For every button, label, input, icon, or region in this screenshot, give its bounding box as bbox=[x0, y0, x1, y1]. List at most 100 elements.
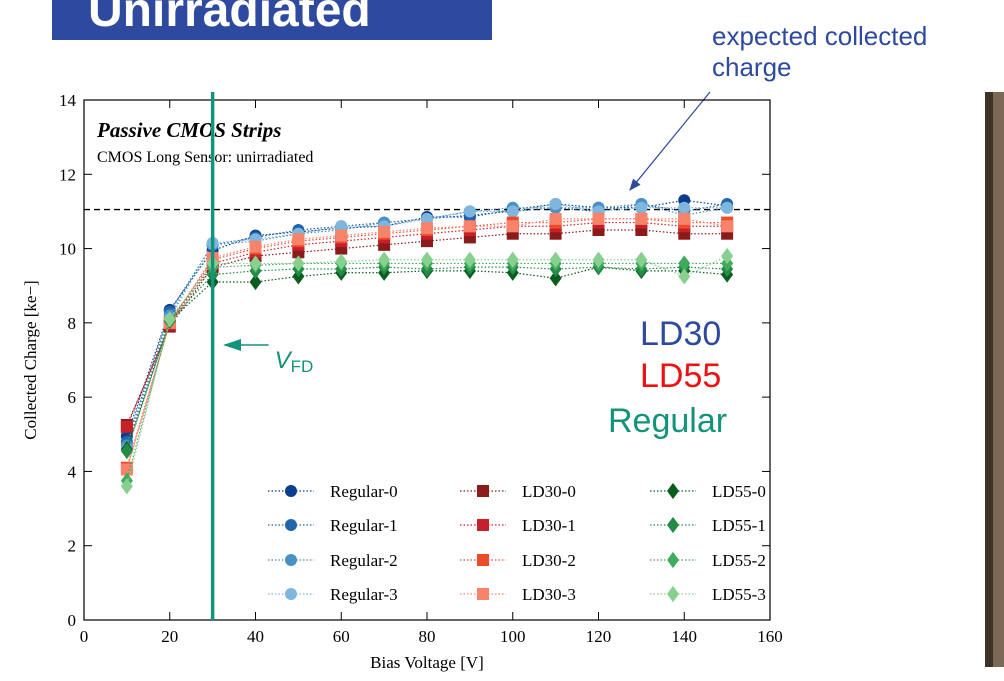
annotation-line: charge bbox=[712, 52, 792, 82]
data-point bbox=[421, 222, 433, 235]
legend-label: LD55-2 bbox=[712, 551, 766, 570]
data-point bbox=[635, 212, 648, 225]
legend-marker bbox=[667, 482, 679, 500]
legend-marker bbox=[477, 554, 489, 566]
legend-label: LD55-3 bbox=[712, 585, 766, 604]
chart-title: Passive CMOS Strips bbox=[96, 118, 281, 142]
data-point bbox=[292, 255, 305, 272]
data-point bbox=[506, 251, 519, 268]
data-point bbox=[678, 255, 691, 272]
series-line bbox=[126, 266, 728, 452]
legend-label: LD30-0 bbox=[522, 482, 576, 501]
y-tick-label: 2 bbox=[68, 537, 77, 556]
legend-marker bbox=[285, 485, 297, 497]
series-line bbox=[126, 221, 728, 428]
series-line bbox=[126, 262, 728, 481]
y-tick-label: 4 bbox=[68, 462, 77, 481]
vfd-sub: FD bbox=[291, 357, 314, 376]
data-point bbox=[549, 251, 562, 268]
chart-subtitle: CMOS Long Sensor: unirradiated bbox=[97, 149, 313, 166]
legend-marker bbox=[477, 485, 489, 497]
legend-marker bbox=[667, 551, 679, 569]
legend-label: LD30-2 bbox=[522, 551, 576, 570]
x-tick-label: 0 bbox=[80, 627, 89, 646]
data-point bbox=[292, 233, 305, 246]
x-tick-label: 40 bbox=[247, 627, 264, 646]
data-point bbox=[249, 273, 262, 291]
data-point bbox=[678, 201, 691, 214]
x-tick-label: 80 bbox=[419, 627, 436, 646]
y-axis-label: Collected Charge [ke−] bbox=[21, 280, 40, 439]
data-point bbox=[120, 442, 133, 460]
annotation-line: expected collected bbox=[712, 21, 927, 51]
data-point bbox=[678, 268, 691, 285]
data-point bbox=[549, 270, 562, 287]
data-point bbox=[378, 251, 391, 268]
annotation-arrow bbox=[629, 91, 711, 191]
series-line bbox=[126, 203, 728, 450]
x-tick-label: 140 bbox=[672, 627, 698, 646]
data-point bbox=[506, 220, 519, 233]
data-point bbox=[463, 220, 476, 233]
legend-label: LD55-0 bbox=[712, 482, 766, 501]
x-tick-label: 60 bbox=[333, 627, 350, 646]
legend-label: Regular-0 bbox=[330, 482, 398, 501]
data-point bbox=[592, 212, 605, 225]
y-tick-label: 12 bbox=[59, 165, 76, 184]
group-label: LD55 bbox=[640, 357, 721, 395]
legend-marker bbox=[667, 516, 679, 534]
header-title: Unirradiated bbox=[88, 0, 371, 37]
data-point bbox=[721, 201, 734, 214]
group-label: LD30 bbox=[640, 315, 721, 353]
data-point bbox=[249, 240, 262, 253]
data-point bbox=[335, 229, 348, 242]
x-tick-label: 160 bbox=[757, 627, 783, 646]
legend-label: LD30-3 bbox=[522, 585, 576, 604]
data-point bbox=[549, 212, 562, 225]
data-point bbox=[592, 251, 605, 268]
data-point bbox=[378, 225, 391, 238]
data-point bbox=[335, 220, 348, 233]
data-point bbox=[721, 247, 734, 265]
x-tick-label: 100 bbox=[500, 627, 526, 646]
plot: 0 20 40 60 80 100 120 140 160 0 2 4 6 8 10 12 14 Bias Vol… bbox=[21, 91, 783, 672]
data-point bbox=[120, 420, 133, 433]
y-tick-label: 0 bbox=[68, 611, 77, 630]
data-point bbox=[678, 212, 691, 225]
data-point bbox=[421, 212, 433, 225]
data-point bbox=[721, 220, 734, 233]
legend-label: Regular-1 bbox=[330, 516, 398, 535]
legend-marker bbox=[285, 519, 297, 531]
y-tick-label: 10 bbox=[59, 240, 76, 259]
legend-marker bbox=[667, 585, 679, 603]
data-point bbox=[163, 311, 176, 328]
data-point bbox=[463, 251, 476, 268]
x-tick-label: 20 bbox=[161, 627, 178, 646]
legend-marker bbox=[285, 588, 297, 600]
data-point bbox=[506, 205, 519, 218]
series-line bbox=[126, 218, 728, 470]
y-tick-label: 6 bbox=[68, 388, 77, 407]
legend-label: Regular-3 bbox=[330, 585, 398, 604]
photo-edge bbox=[985, 92, 993, 667]
legend-label: LD55-1 bbox=[712, 516, 766, 535]
vfd-main: V bbox=[275, 347, 293, 374]
data-point bbox=[463, 205, 476, 218]
y-tick-label: 14 bbox=[59, 91, 77, 110]
y-tick-label: 8 bbox=[68, 314, 77, 333]
data-point bbox=[635, 201, 648, 214]
legend-marker bbox=[285, 554, 297, 566]
data-point bbox=[421, 251, 433, 268]
data-point bbox=[249, 255, 262, 272]
legend-label: LD30-1 bbox=[522, 516, 576, 535]
legend-marker bbox=[477, 588, 489, 600]
header-box bbox=[52, 0, 492, 40]
data-point bbox=[335, 253, 348, 270]
group-label: Regular bbox=[608, 402, 727, 440]
legend-marker bbox=[477, 519, 489, 531]
data-point bbox=[120, 478, 133, 495]
series-line bbox=[126, 255, 728, 487]
series-line bbox=[126, 203, 728, 442]
legend-label: Regular-2 bbox=[330, 551, 398, 570]
